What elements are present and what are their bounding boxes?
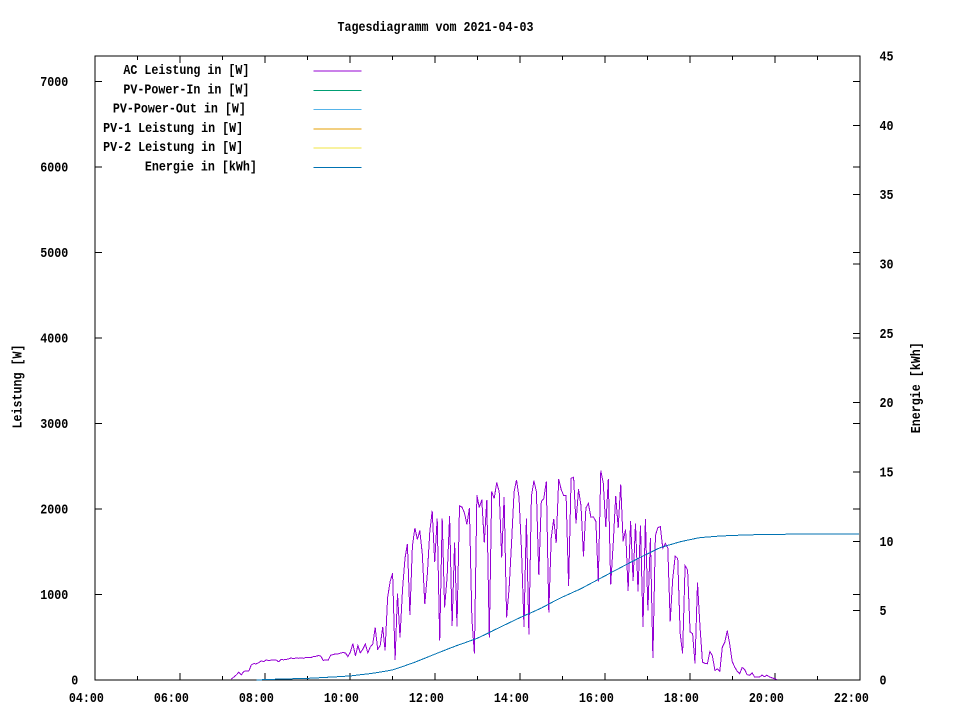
svg-text:6000: 6000 [40, 161, 68, 177]
svg-text:40: 40 [880, 119, 894, 135]
svg-text:Energie [kWh]: Energie [kWh] [909, 342, 925, 433]
svg-text:Tagesdiagramm vom 2021-04-03: Tagesdiagramm vom 2021-04-03 [338, 20, 534, 36]
svg-text:06:00: 06:00 [154, 691, 189, 707]
svg-text:4000: 4000 [40, 332, 68, 348]
svg-text:30: 30 [880, 258, 894, 274]
svg-text:3000: 3000 [40, 417, 68, 433]
svg-text:10:00: 10:00 [324, 691, 359, 707]
svg-text:2000: 2000 [40, 503, 68, 519]
svg-text:AC Leistung in [W]: AC Leistung in [W] [123, 63, 249, 79]
svg-text:PV-Power-In in [W]: PV-Power-In in [W] [123, 82, 249, 98]
svg-text:45: 45 [880, 50, 894, 66]
svg-text:16:00: 16:00 [579, 691, 614, 707]
svg-text:15: 15 [880, 466, 894, 482]
svg-text:10: 10 [880, 535, 894, 551]
svg-text:PV-2 Leistung in [W]: PV-2 Leistung in [W] [103, 140, 243, 156]
svg-text:0: 0 [880, 674, 887, 690]
svg-text:12:00: 12:00 [409, 691, 444, 707]
svg-text:5: 5 [880, 604, 887, 620]
svg-text:0: 0 [71, 674, 78, 690]
svg-text:Energie in [kWh]: Energie in [kWh] [145, 160, 257, 176]
svg-text:14:00: 14:00 [494, 691, 529, 707]
svg-text:1000: 1000 [40, 588, 68, 604]
svg-text:5000: 5000 [40, 246, 68, 262]
svg-text:08:00: 08:00 [239, 691, 274, 707]
svg-text:04:00: 04:00 [69, 691, 104, 707]
svg-text:7000: 7000 [40, 75, 68, 91]
svg-text:20:00: 20:00 [749, 691, 784, 707]
svg-text:Leistung [W]: Leistung [W] [11, 345, 27, 429]
svg-text:35: 35 [880, 188, 894, 204]
svg-text:PV-1 Leistung in [W]: PV-1 Leistung in [W] [103, 121, 243, 137]
svg-text:22:00: 22:00 [834, 691, 869, 707]
svg-text:25: 25 [880, 327, 894, 343]
svg-text:PV-Power-Out in [W]: PV-Power-Out in [W] [113, 102, 246, 118]
svg-text:18:00: 18:00 [664, 691, 699, 707]
svg-text:20: 20 [880, 396, 894, 412]
